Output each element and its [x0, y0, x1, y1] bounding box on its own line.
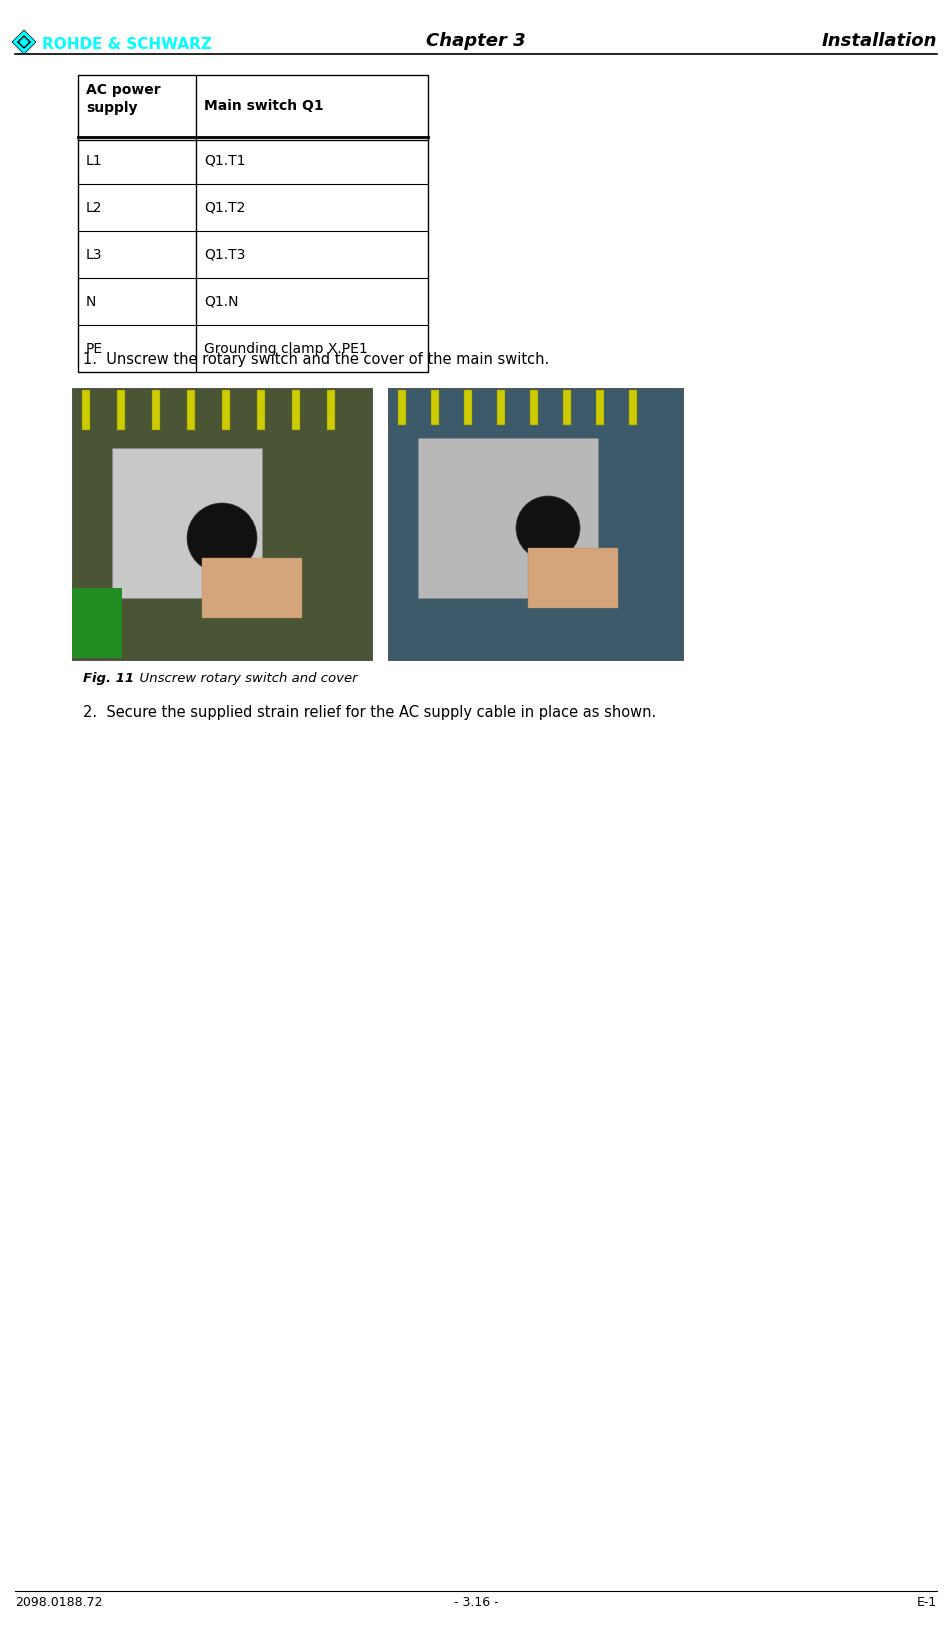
Bar: [82, 389, 90, 430]
Bar: [72, 588, 122, 658]
Text: E-1: E-1: [917, 1596, 937, 1609]
Bar: [464, 389, 472, 425]
Bar: [257, 389, 265, 430]
Circle shape: [516, 495, 580, 560]
Bar: [418, 438, 598, 598]
Text: - 3.16 -: - 3.16 -: [454, 1596, 498, 1609]
Text: AC power
supply: AC power supply: [86, 83, 161, 116]
Text: Q1.T2: Q1.T2: [204, 200, 246, 215]
Bar: [528, 547, 618, 608]
Bar: [596, 389, 604, 425]
Bar: [327, 389, 335, 430]
Bar: [202, 559, 302, 617]
Bar: [152, 389, 160, 430]
Text: Unscrew rotary switch and cover: Unscrew rotary switch and cover: [131, 673, 358, 686]
Circle shape: [187, 503, 257, 573]
Text: Q1.T3: Q1.T3: [204, 248, 246, 262]
Text: ROHDE & SCHWARZ: ROHDE & SCHWARZ: [42, 36, 212, 52]
Bar: [222, 389, 230, 430]
Bar: [398, 389, 406, 425]
Text: Main switch Q1: Main switch Q1: [204, 99, 324, 112]
Text: 2.  Secure the supplied strain relief for the AC supply cable in place as shown.: 2. Secure the supplied strain relief for…: [83, 705, 656, 720]
Text: Grounding clamp X.PE1: Grounding clamp X.PE1: [204, 342, 367, 355]
Bar: [187, 389, 195, 430]
Text: 1.  Unscrew the rotary switch and the cover of the main switch.: 1. Unscrew the rotary switch and the cov…: [83, 352, 549, 367]
Bar: [563, 389, 571, 425]
Bar: [629, 389, 637, 425]
Bar: [497, 389, 505, 425]
Bar: [292, 389, 300, 430]
Text: PE: PE: [86, 342, 103, 355]
Text: N: N: [86, 295, 96, 308]
Text: L3: L3: [86, 248, 103, 262]
Bar: [388, 388, 683, 660]
Text: Installation: Installation: [822, 33, 937, 50]
Text: Q1.N: Q1.N: [204, 295, 239, 308]
Bar: [431, 389, 439, 425]
Bar: [78, 75, 428, 371]
Text: Fig. 11: Fig. 11: [83, 673, 134, 686]
Bar: [72, 388, 372, 660]
Bar: [112, 448, 262, 598]
Text: 2098.0188.72: 2098.0188.72: [15, 1596, 103, 1609]
Text: Q1.T1: Q1.T1: [204, 153, 246, 168]
Bar: [530, 389, 538, 425]
Text: L1: L1: [86, 153, 103, 168]
Text: L2: L2: [86, 200, 103, 215]
Text: Chapter 3: Chapter 3: [426, 33, 526, 50]
Bar: [117, 389, 125, 430]
Polygon shape: [12, 29, 36, 54]
